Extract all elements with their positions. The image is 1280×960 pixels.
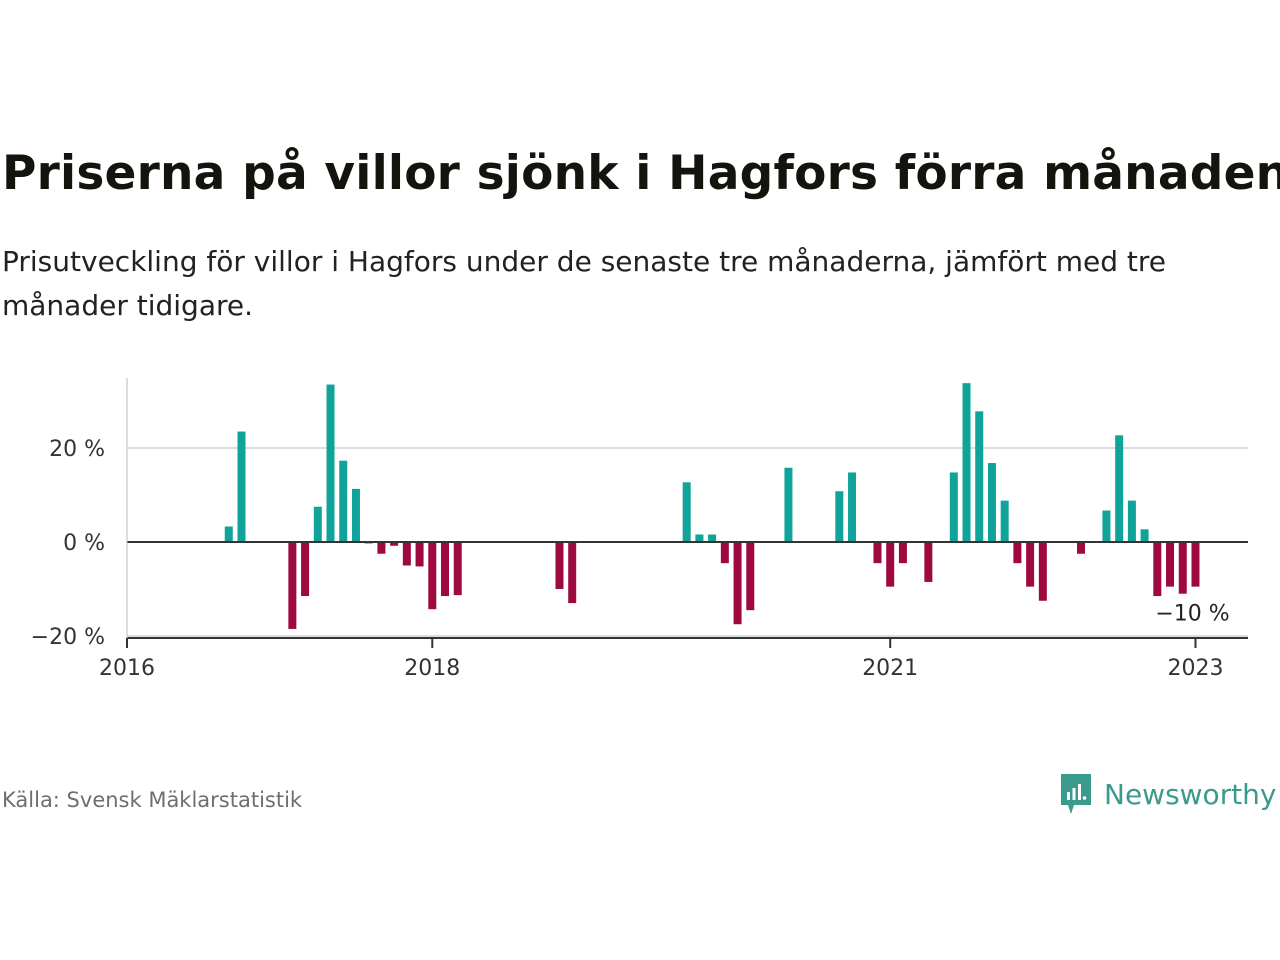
bar-negative bbox=[1013, 542, 1022, 564]
x-tick-label: 2016 bbox=[99, 656, 155, 681]
bar-positive bbox=[1102, 510, 1111, 542]
bar-positive bbox=[784, 467, 793, 542]
bar-negative bbox=[886, 542, 895, 587]
source-note: Källa: Svensk Mäklarstatistik bbox=[2, 788, 303, 812]
bar-positive bbox=[313, 506, 322, 542]
bar-negative bbox=[1077, 542, 1085, 554]
bar-positive bbox=[1127, 500, 1136, 542]
value-annotation: −10 % bbox=[1155, 602, 1229, 627]
bar-positive bbox=[987, 463, 996, 542]
y-tick-label: −20 % bbox=[31, 625, 105, 650]
y-tick-label: 20 % bbox=[49, 437, 105, 462]
newsworthy-logo-icon bbox=[1061, 774, 1091, 814]
bar-positive bbox=[1140, 529, 1149, 542]
bar-negative bbox=[377, 542, 386, 554]
bar-positive bbox=[1115, 435, 1124, 542]
bar-negative bbox=[1166, 542, 1175, 587]
bar-negative bbox=[301, 542, 310, 597]
bar-negative bbox=[390, 542, 399, 546]
bar-positive bbox=[351, 488, 360, 542]
axes bbox=[126, 378, 1248, 648]
brand-name: Newsworthy bbox=[1104, 777, 1277, 811]
grid-lines bbox=[127, 447, 1248, 637]
bar-negative bbox=[288, 542, 297, 629]
bar-positive bbox=[695, 534, 704, 542]
chart-title: Priserna på villor sjönk i Hagfors förra… bbox=[2, 146, 1280, 201]
bar-positive bbox=[1000, 500, 1009, 542]
bar-positive bbox=[848, 472, 857, 542]
bar-positive bbox=[962, 383, 971, 542]
bar-positive bbox=[835, 491, 844, 542]
bar-negative bbox=[415, 542, 424, 567]
labels: 20 % 0 % −20 % 2016 2018 2021 2023 −10 % bbox=[31, 437, 1230, 681]
bar-positive bbox=[975, 411, 984, 542]
y-tick-label: 0 % bbox=[63, 531, 105, 556]
bar-negative bbox=[453, 542, 462, 596]
bar-negative bbox=[1038, 542, 1047, 601]
bar-negative bbox=[720, 542, 729, 564]
bar-negative bbox=[1026, 542, 1035, 587]
bar-positive bbox=[339, 460, 348, 542]
bar-negative bbox=[873, 542, 882, 564]
bar-negative bbox=[441, 542, 449, 597]
bar-chart: 20 % 0 % −20 % 2016 2018 2021 2023 −10 % bbox=[31, 378, 1248, 681]
bar-negative bbox=[1178, 542, 1187, 594]
bar-negative bbox=[402, 542, 411, 566]
bar-positive bbox=[326, 384, 335, 542]
bar-negative bbox=[428, 542, 437, 610]
x-tick-label: 2021 bbox=[862, 656, 918, 681]
bar-negative bbox=[568, 542, 577, 604]
bar-negative bbox=[733, 542, 742, 625]
bar-negative bbox=[924, 542, 933, 582]
chart-subtitle: Prisutveckling för villor i Hagfors unde… bbox=[2, 245, 1167, 322]
x-tick-label: 2023 bbox=[1167, 656, 1223, 681]
bar-negative bbox=[1191, 542, 1200, 587]
x-tick-label: 2018 bbox=[404, 656, 460, 681]
bar-negative bbox=[746, 542, 755, 611]
bar-negative bbox=[898, 542, 907, 564]
bar-positive bbox=[237, 431, 246, 542]
bar-positive bbox=[224, 526, 233, 542]
bar-negative bbox=[555, 542, 564, 589]
bars bbox=[224, 383, 1200, 629]
bar-negative bbox=[1153, 542, 1162, 597]
bar-positive bbox=[708, 534, 717, 542]
bar-positive bbox=[682, 482, 691, 542]
brand-logo[interactable]: Newsworthy bbox=[1058, 772, 1277, 816]
bar-positive bbox=[949, 472, 958, 542]
